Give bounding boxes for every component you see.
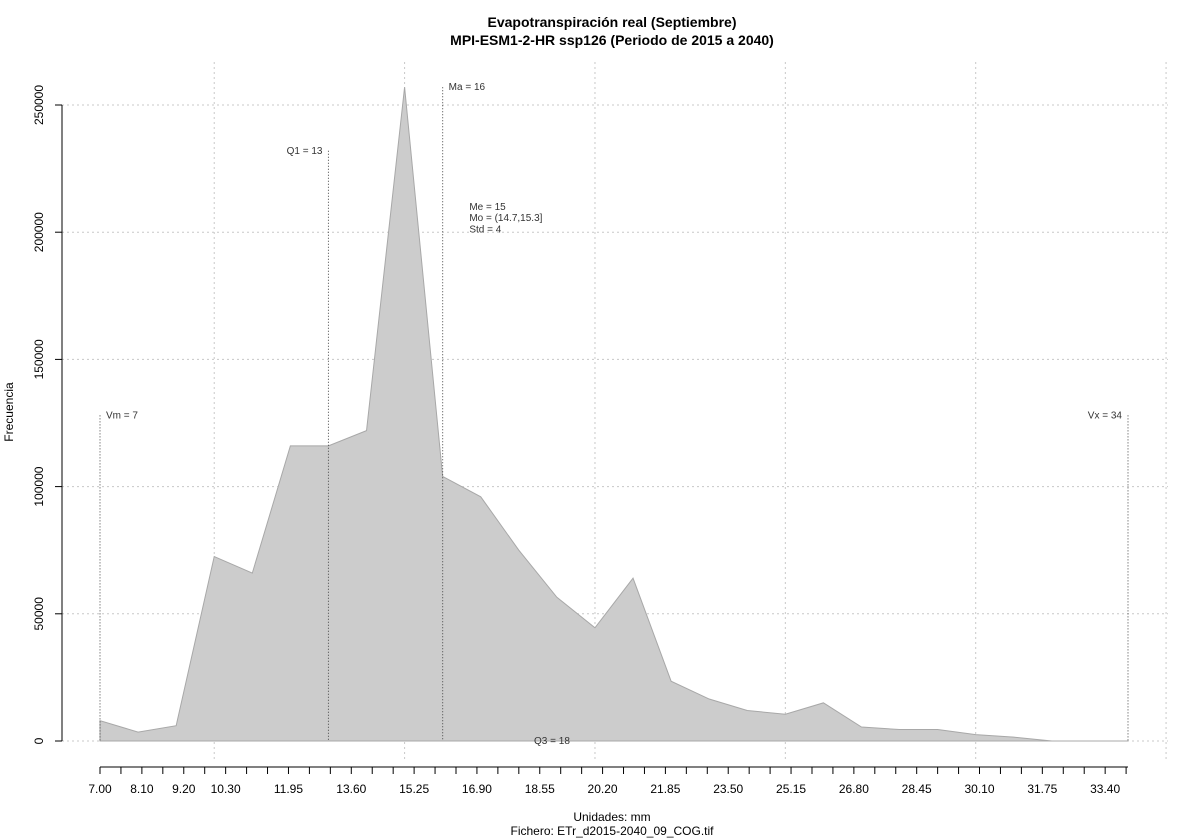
annotation: Q3 = 18 xyxy=(534,736,570,747)
x-tick-label: 7.00 xyxy=(88,782,112,796)
histogram-area xyxy=(99,87,1128,742)
annotation: Std = 4 xyxy=(469,225,501,236)
x-tick-label: 11.95 xyxy=(274,782,303,796)
x-tick-label: 33.40 xyxy=(1090,782,1120,796)
file-caption: Fichero: ETr_d2015-2040_09_COG.tif xyxy=(511,824,715,838)
x-tick-label: 15.25 xyxy=(399,782,429,796)
x-tick-label: 16.90 xyxy=(462,782,492,796)
stat-label: Vx = 34 xyxy=(1088,410,1123,421)
x-tick-label: 18.55 xyxy=(525,782,555,796)
y-tick-label: 100000 xyxy=(32,466,46,506)
annotation: Mo = (14.7,15.3] xyxy=(469,213,542,224)
x-axis-title: Unidades: mm xyxy=(573,810,650,824)
x-tick-label: 28.45 xyxy=(902,782,932,796)
y-tick-label: 250000 xyxy=(32,85,46,125)
x-tick-label: 31.75 xyxy=(1027,782,1057,796)
chart-subtitle: MPI-ESM1-2-HR ssp126 (Periodo de 2015 a … xyxy=(450,32,774,48)
y-tick-label: 200000 xyxy=(32,212,46,252)
y-tick-label: 0 xyxy=(32,737,46,744)
x-tick-label: 25.15 xyxy=(776,782,806,796)
axes: 0 50000 100000 150000 200000 250000 7.00 8.10 9.… xyxy=(32,85,1128,796)
x-tick-label: 13.60 xyxy=(336,782,366,796)
stat-label: Ma = 16 xyxy=(449,82,486,93)
annotation: Me = 15 xyxy=(469,202,506,213)
x-tick-label: 10.30 xyxy=(211,782,241,796)
stat-label: Q1 = 13 xyxy=(287,146,323,157)
y-tick-label: 50000 xyxy=(32,597,46,631)
x-tick-label: 26.80 xyxy=(839,782,869,796)
x-tick-label: 9.20 xyxy=(172,782,196,796)
x-tick-label: 30.10 xyxy=(964,782,994,796)
x-tick-label: 23.50 xyxy=(713,782,743,796)
x-tick-label: 8.10 xyxy=(130,782,154,796)
chart-title: Evapotranspiración real (Septiembre) xyxy=(488,14,737,30)
y-tick-label: 150000 xyxy=(32,339,46,379)
x-tick-label: 20.20 xyxy=(588,782,618,796)
x-tick-label: 21.85 xyxy=(650,782,680,796)
stat-label: Vm = 7 xyxy=(106,410,138,421)
plot-area xyxy=(99,87,1128,742)
y-axis-title: Frecuencia xyxy=(2,382,16,442)
